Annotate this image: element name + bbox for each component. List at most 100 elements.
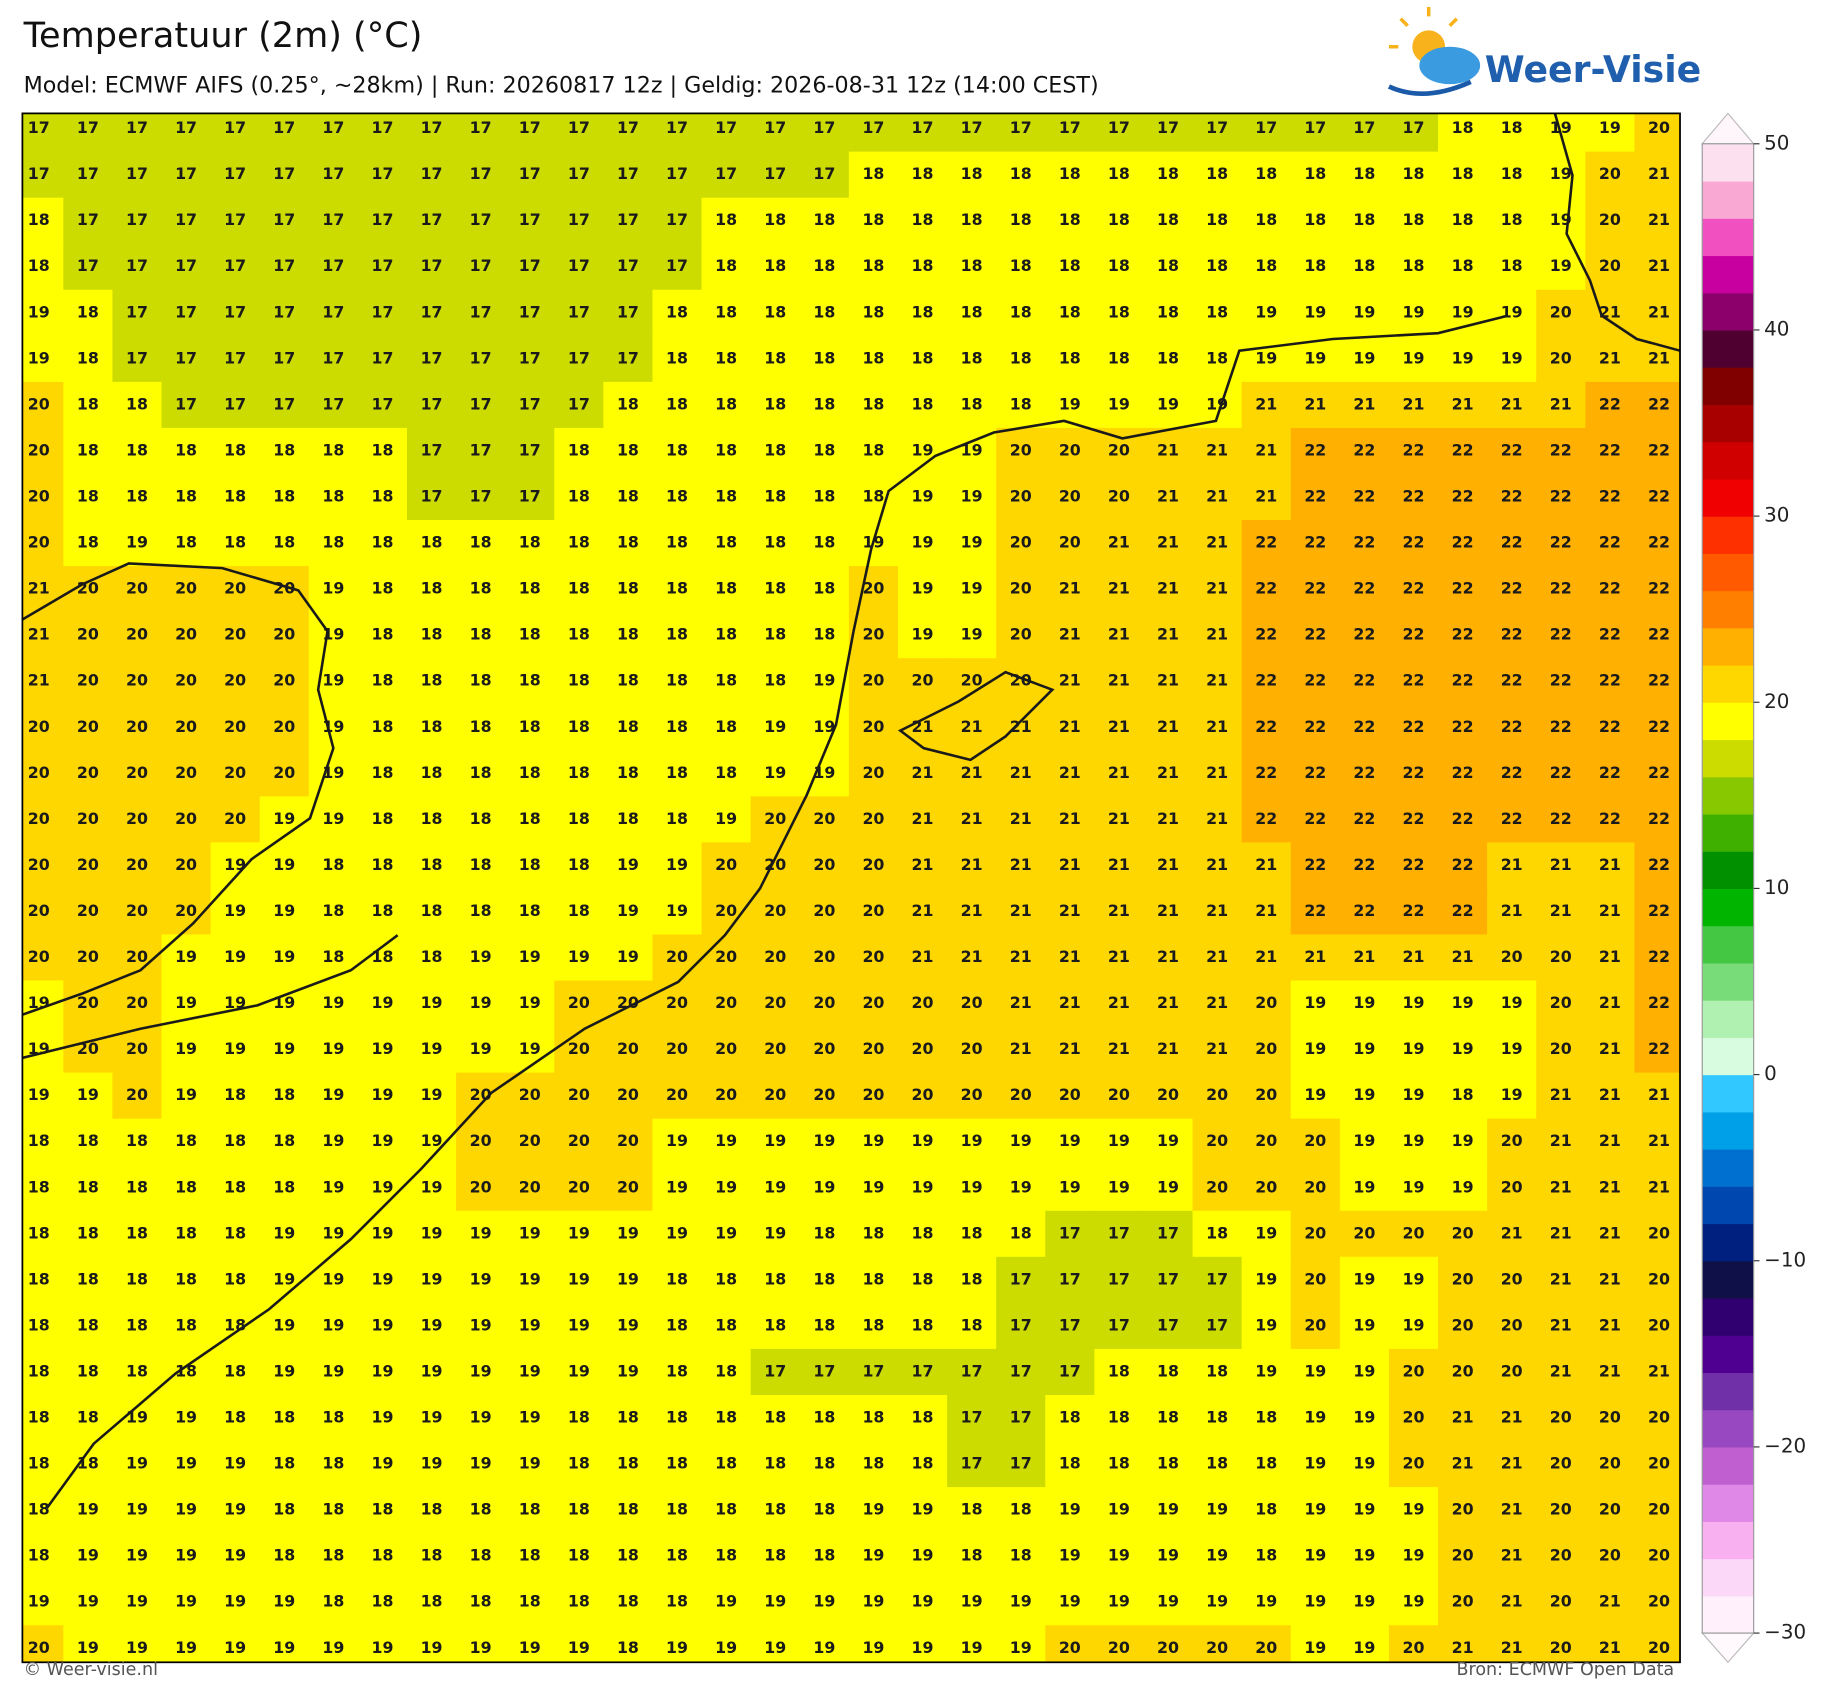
temperature-cell [1192, 151, 1243, 199]
temperature-value: 19 [1353, 993, 1375, 1012]
temperature-cell [701, 335, 752, 383]
temperature-value: 17 [1353, 118, 1375, 137]
temperature-cell [406, 1394, 457, 1442]
temperature-cell [701, 1487, 752, 1534]
temperature-value: 19 [764, 1223, 786, 1242]
temperature-cell [357, 704, 408, 751]
temperature-cell [210, 1625, 261, 1663]
temperature-value: 18 [862, 302, 884, 321]
temperature-cell [1536, 197, 1587, 245]
temperature-cell [406, 1348, 457, 1396]
temperature-cell [1438, 658, 1488, 705]
temperature-cell [456, 243, 506, 291]
temperature-value: 22 [1599, 394, 1621, 413]
temperature-cell [750, 473, 801, 521]
temperature-value: 18 [371, 533, 393, 552]
temperature-value: 17 [813, 118, 835, 137]
temperature-value: 17 [224, 348, 246, 367]
temperature-value: 21 [961, 901, 983, 920]
temperature-cell [996, 1026, 1046, 1074]
temperature-cell [996, 1210, 1046, 1258]
temperature-cell [1192, 888, 1243, 936]
temperature-value: 20 [1255, 993, 1277, 1012]
temperature-cell [996, 566, 1046, 613]
temperature-cell [161, 1302, 212, 1350]
temperature-cell [1487, 1487, 1537, 1534]
temperature-cell [554, 289, 605, 337]
temperature-cell [554, 1072, 605, 1120]
temperature-cell [456, 1487, 506, 1534]
temperature-cell [161, 1026, 212, 1074]
temperature-cell [947, 888, 997, 936]
temperature-value: 18 [912, 1454, 934, 1473]
temperature-cell [259, 934, 310, 982]
temperature-cell [1536, 381, 1587, 429]
temperature-cell [22, 1579, 65, 1626]
temperature-value: 20 [1255, 1177, 1277, 1196]
temperature-cell [1585, 335, 1636, 383]
temperature-cell [1143, 1625, 1194, 1663]
temperature-value: 19 [421, 1131, 443, 1150]
temperature-cell [848, 934, 899, 982]
temperature-cell [750, 1441, 801, 1488]
temperature-value: 20 [813, 993, 835, 1012]
temperature-cell [554, 1579, 605, 1626]
temperature-value: 18 [1108, 1361, 1130, 1380]
temperature-cell [897, 197, 948, 245]
temperature-cell [357, 1164, 408, 1212]
temperature-value: 18 [764, 671, 786, 690]
temperature-value: 18 [273, 533, 295, 552]
temperature-value: 19 [175, 947, 197, 966]
temperature-value: 18 [470, 625, 492, 644]
colorbar-segment [1702, 1446, 1754, 1485]
colorbar-segment [1702, 590, 1754, 629]
temperature-cell [1143, 1394, 1194, 1442]
temperature-cell [308, 888, 359, 936]
temperature-value: 19 [1206, 1592, 1228, 1611]
temperature-cell [1585, 980, 1636, 1028]
temperature-value: 18 [1059, 210, 1081, 229]
temperature-value: 19 [1353, 1408, 1375, 1427]
temperature-cell [22, 335, 65, 383]
temperature-value: 17 [224, 164, 246, 183]
temperature-cell [750, 1487, 801, 1534]
temperature-value: 17 [519, 486, 541, 505]
temperature-cell [22, 750, 65, 798]
temperature-value: 17 [175, 394, 197, 413]
temperature-value: 17 [961, 1408, 983, 1427]
temperature-cell [308, 842, 359, 890]
temperature-value: 20 [568, 993, 590, 1012]
temperature-cell [1290, 113, 1341, 153]
temperature-value: 17 [77, 210, 99, 229]
temperature-value: 19 [1403, 1592, 1425, 1611]
temperature-value: 22 [1304, 717, 1326, 736]
temperature-value: 19 [421, 1039, 443, 1058]
temperature-cell [308, 1026, 359, 1074]
temperature-value: 21 [1648, 302, 1670, 321]
temperature-value: 19 [961, 625, 983, 644]
temperature-value: 19 [912, 1131, 934, 1150]
temperature-value: 20 [1304, 1131, 1326, 1150]
temperature-value: 22 [1648, 671, 1670, 690]
temperature-value: 19 [961, 440, 983, 459]
temperature-cell [652, 1394, 703, 1442]
temperature-cell [1290, 1072, 1341, 1120]
temperature-value: 20 [764, 855, 786, 874]
temperature-cell [357, 427, 408, 475]
temperature-cell [112, 473, 163, 521]
temperature-cell [406, 381, 457, 429]
temperature-cell [1192, 1487, 1243, 1534]
colorbar-tick-label: 50 [1764, 131, 1789, 154]
temperature-cell [1290, 427, 1341, 475]
temperature-cell [554, 1164, 605, 1212]
temperature-cell [947, 1210, 997, 1258]
temperature-cell [456, 1164, 506, 1212]
temperature-value: 21 [1206, 717, 1228, 736]
temperature-value: 19 [273, 1592, 295, 1611]
temperature-cell [652, 980, 703, 1028]
temperature-cell [505, 1256, 555, 1304]
temperature-cell [63, 1072, 114, 1120]
temperature-cell [996, 980, 1046, 1028]
temperature-value: 18 [764, 394, 786, 413]
